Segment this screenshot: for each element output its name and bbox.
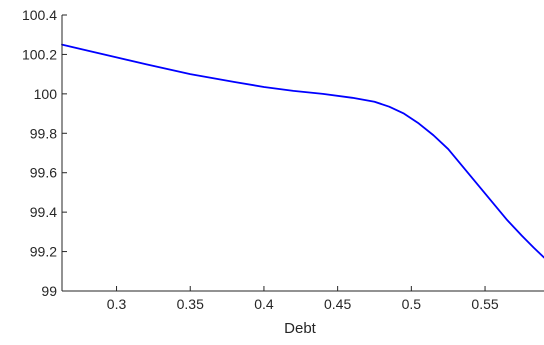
series-layer	[61, 43, 544, 259]
x-tick-label: 0.45	[324, 296, 351, 312]
series-line	[61, 43, 544, 259]
y-tick-label: 99.6	[30, 165, 57, 181]
y-tick-label: 99.8	[30, 125, 57, 141]
x-tick-label: 0.4	[254, 296, 274, 312]
y-tick-label: 99.2	[30, 244, 57, 260]
x-tick-label: 0.3	[107, 296, 127, 312]
axis-layer: 0.3 0.35 0.4 0.45 0.5 0.55 99 99.2 99.4 99.6 99.8 1…	[22, 7, 544, 312]
x-tick-label: 0.5	[402, 296, 422, 312]
y-tick-label: 100.2	[22, 46, 57, 62]
y-tick-label: 100.4	[22, 7, 57, 23]
y-tick-label: 100	[34, 86, 58, 102]
x-tick-label: 0.35	[177, 296, 204, 312]
y-tick-label: 99.4	[30, 204, 57, 220]
x-tick-label: 0.55	[471, 296, 498, 312]
y-tick-label: 99	[41, 283, 57, 299]
x-axis-label: Debt	[284, 320, 317, 337]
plot-area	[62, 15, 544, 291]
